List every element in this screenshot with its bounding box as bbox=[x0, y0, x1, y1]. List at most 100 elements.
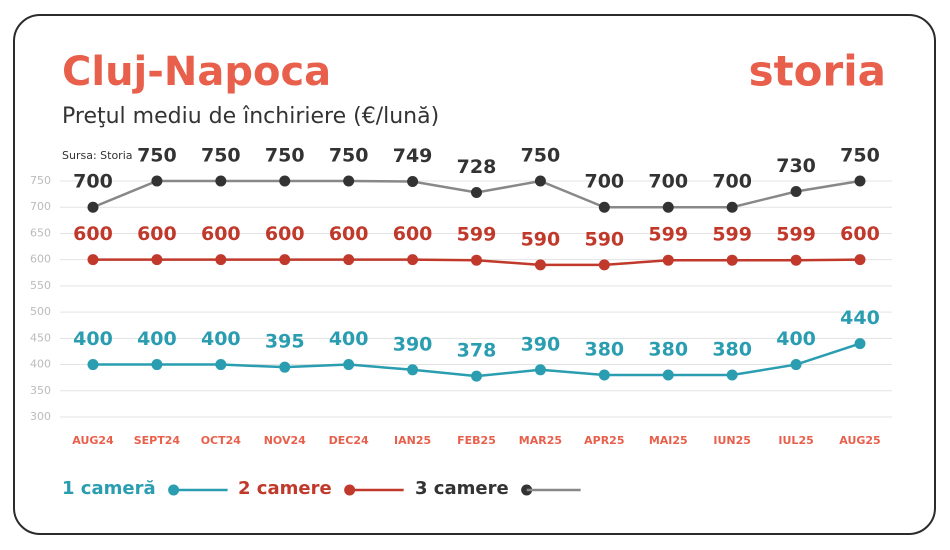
value-label: 599 bbox=[457, 224, 497, 246]
value-label: 600 bbox=[73, 223, 113, 245]
x-tick-label: IAN25 bbox=[394, 434, 431, 447]
value-label: 378 bbox=[457, 340, 497, 362]
value-label: 380 bbox=[648, 339, 688, 361]
point bbox=[151, 359, 163, 371]
value-label: 600 bbox=[840, 223, 880, 245]
value-label: 600 bbox=[329, 223, 369, 245]
chart-subtitle: Preţul mediu de închiriere (€/lună) bbox=[62, 104, 439, 129]
point bbox=[407, 254, 419, 266]
point bbox=[534, 259, 546, 271]
x-tick-label: FEB25 bbox=[457, 434, 496, 447]
y-tick-label: 500 bbox=[30, 305, 51, 318]
value-label: 700 bbox=[584, 171, 624, 193]
value-label: 380 bbox=[584, 339, 624, 361]
x-tick-label: APR25 bbox=[584, 434, 624, 447]
value-label: 750 bbox=[329, 145, 369, 167]
logo: storia bbox=[749, 47, 886, 96]
value-label: 590 bbox=[584, 228, 624, 250]
point bbox=[471, 370, 482, 382]
value-label: 728 bbox=[457, 156, 497, 178]
chart-title: Cluj-Napoca bbox=[62, 49, 331, 95]
legend-label: 1 cameră bbox=[62, 478, 156, 499]
value-label: 400 bbox=[776, 328, 816, 350]
x-tick-label: AUG25 bbox=[839, 434, 880, 447]
value-label: 400 bbox=[73, 328, 113, 350]
value-label: 600 bbox=[265, 223, 305, 245]
x-tick-label: AUG24 bbox=[72, 434, 114, 447]
point bbox=[726, 369, 738, 381]
point bbox=[407, 364, 419, 376]
card bbox=[13, 14, 936, 535]
x-tick-label: MAI25 bbox=[649, 434, 688, 447]
y-tick-label: 450 bbox=[30, 331, 51, 344]
point bbox=[726, 201, 738, 213]
value-label: 700 bbox=[712, 171, 752, 193]
value-label: 400 bbox=[137, 328, 177, 350]
value-label: 390 bbox=[393, 333, 433, 355]
value-label: 440 bbox=[840, 307, 880, 329]
point bbox=[87, 201, 99, 213]
x-tick-label: SEPT24 bbox=[134, 434, 181, 447]
value-label: 750 bbox=[521, 145, 561, 167]
y-tick-label: 700 bbox=[30, 200, 51, 213]
point bbox=[662, 201, 674, 213]
value-label: 600 bbox=[201, 223, 241, 245]
x-tick-label: IUL25 bbox=[778, 434, 813, 447]
point bbox=[598, 259, 610, 271]
y-tick-label: 400 bbox=[30, 358, 51, 371]
point bbox=[471, 254, 482, 266]
point bbox=[662, 369, 674, 381]
value-label: 600 bbox=[393, 223, 433, 245]
point bbox=[471, 187, 482, 199]
y-tick-label: 350 bbox=[30, 384, 51, 397]
point bbox=[279, 254, 291, 266]
point bbox=[407, 176, 419, 188]
point bbox=[854, 254, 866, 266]
point bbox=[151, 175, 163, 187]
point bbox=[534, 364, 546, 376]
point bbox=[279, 175, 291, 187]
point bbox=[87, 359, 99, 371]
value-label: 599 bbox=[776, 224, 816, 246]
point bbox=[215, 175, 227, 187]
value-label: 590 bbox=[521, 228, 561, 250]
value-label: 390 bbox=[521, 333, 561, 355]
value-label: 750 bbox=[201, 145, 241, 167]
point bbox=[343, 359, 355, 371]
value-label: 599 bbox=[648, 224, 688, 246]
point bbox=[598, 369, 610, 381]
point bbox=[598, 201, 610, 213]
legend-label: 2 camere bbox=[238, 478, 332, 499]
value-label: 700 bbox=[648, 171, 688, 193]
point bbox=[343, 175, 355, 187]
y-tick-label: 600 bbox=[30, 253, 51, 266]
x-tick-label: MAR25 bbox=[519, 434, 562, 447]
y-tick-label: 300 bbox=[30, 410, 51, 423]
point bbox=[790, 185, 802, 197]
point bbox=[534, 175, 546, 187]
point bbox=[790, 254, 802, 266]
point bbox=[215, 254, 227, 266]
x-tick-label: DEC24 bbox=[329, 434, 369, 447]
point bbox=[151, 254, 163, 266]
value-label: 749 bbox=[393, 145, 433, 167]
value-label: 750 bbox=[265, 145, 305, 167]
x-tick-label: IUN25 bbox=[713, 434, 751, 447]
legend-label: 3 camere bbox=[415, 478, 509, 499]
y-tick-label: 650 bbox=[30, 226, 51, 239]
point bbox=[790, 359, 802, 371]
x-tick-label: NOV24 bbox=[264, 434, 306, 447]
value-label: 380 bbox=[712, 339, 752, 361]
value-label: 750 bbox=[137, 145, 177, 167]
point bbox=[662, 254, 674, 266]
source: Sursa: Storia bbox=[62, 149, 133, 162]
x-tick-label: OCT24 bbox=[201, 434, 242, 447]
value-label: 599 bbox=[712, 224, 752, 246]
value-label: 750 bbox=[840, 145, 880, 167]
value-label: 700 bbox=[73, 171, 113, 193]
value-label: 600 bbox=[137, 223, 177, 245]
y-tick-label: 750 bbox=[30, 174, 51, 187]
point bbox=[87, 254, 99, 266]
